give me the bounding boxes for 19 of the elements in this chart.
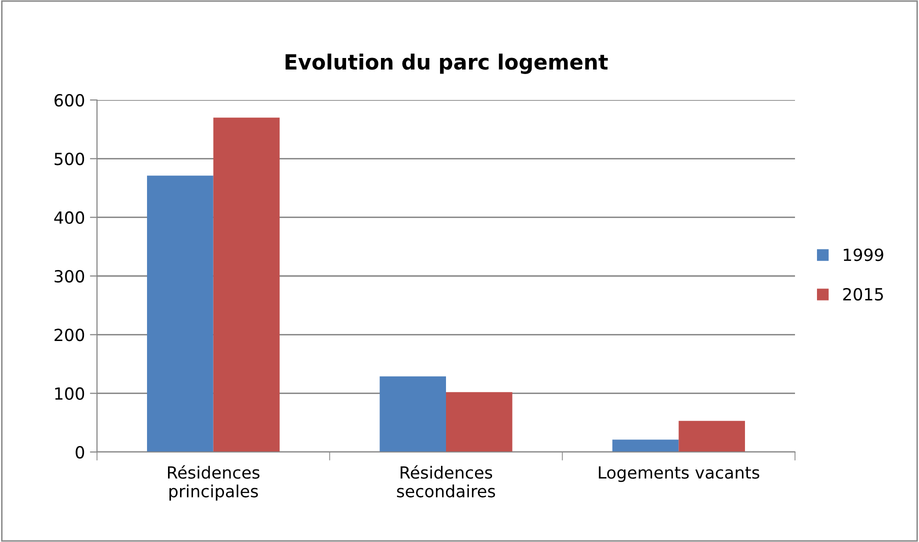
y-tick-label: 600 [54, 94, 84, 107]
legend-label: 1999 [844, 248, 884, 262]
bar [380, 376, 446, 452]
x-tick-label: Logements vacants [598, 466, 760, 482]
x-tick-label: Résidences secondaires [397, 465, 496, 498]
bar [678, 420, 745, 452]
bar [213, 118, 280, 452]
y-tick-label: 400 [54, 211, 84, 224]
bar [147, 176, 214, 452]
x-tick-label: Résidences principales [168, 465, 260, 501]
y-tick-label: 200 [54, 328, 84, 342]
y-tick-label: 100 [55, 387, 84, 400]
bar [446, 392, 512, 452]
y-tick-label: 0 [76, 446, 84, 459]
y-tick-label: 500 [54, 152, 84, 166]
bar [612, 440, 679, 452]
chart-title: Evolution du parc logement [286, 54, 608, 74]
y-tick-label: 300 [54, 270, 84, 283]
legend-label: 2015 [843, 288, 883, 301]
